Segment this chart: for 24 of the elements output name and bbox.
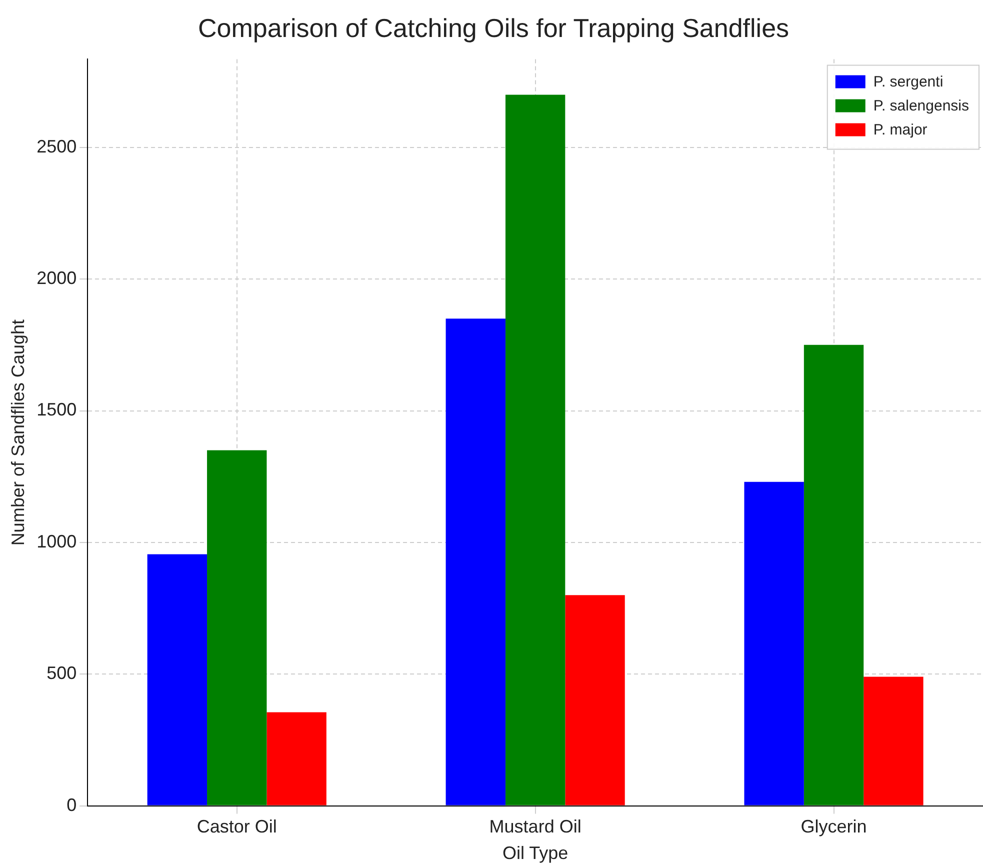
y-tick-label: 500 [46, 663, 77, 684]
bar [446, 318, 506, 806]
chart-title: Comparison of Catching Oils for Trapping Sandflies [198, 12, 790, 43]
bar [565, 595, 625, 806]
y-tick-label: 1000 [36, 531, 77, 552]
bar [266, 712, 326, 806]
bar [804, 344, 864, 806]
x-tick-label: Glycerin [800, 816, 867, 837]
bar [505, 94, 566, 806]
legend-label: P. major [873, 121, 928, 138]
bar [207, 450, 267, 806]
bar [864, 676, 924, 806]
legend-label: P. salengensis [873, 97, 969, 114]
x-tick-label: Castor Oil [196, 816, 277, 837]
y-tick-label: 1500 [36, 400, 77, 420]
bar [147, 554, 208, 806]
bar [744, 482, 804, 806]
x-tick-label: Mustard Oil [489, 816, 582, 837]
y-tick-label: 2000 [36, 268, 77, 288]
y-tick-label: 0 [66, 794, 77, 815]
x-axis-title: Oil Type [502, 843, 568, 864]
y-axis-title: Number of Sandflies Caught [8, 319, 28, 546]
legend-label: P. sergenti [873, 73, 944, 90]
y-tick-label: 2500 [36, 136, 77, 156]
